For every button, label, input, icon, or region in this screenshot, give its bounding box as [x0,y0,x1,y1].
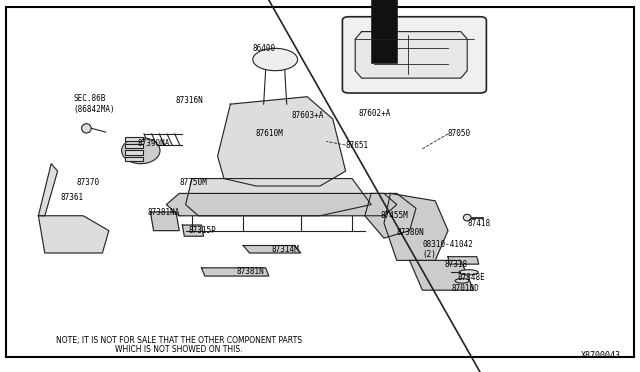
Text: WHICH IS NOT SHOWED ON THIS.: WHICH IS NOT SHOWED ON THIS. [115,345,243,354]
FancyBboxPatch shape [342,17,486,93]
Ellipse shape [82,124,92,133]
Text: NOTE; IT IS NOT FOR SALE THAT THE OTHER COMPONENT PARTS: NOTE; IT IS NOT FOR SALE THAT THE OTHER … [56,336,302,345]
Text: 87455M: 87455M [381,211,408,220]
Polygon shape [384,193,448,260]
Text: 87314M: 87314M [272,245,300,254]
Ellipse shape [253,48,298,71]
Polygon shape [355,32,467,78]
Bar [125,137,143,141]
Text: 87348E: 87348E [458,273,485,282]
Ellipse shape [455,279,469,283]
Polygon shape [448,257,479,264]
Text: 86400: 86400 [253,44,276,53]
Text: 87381NA: 87381NA [147,208,180,217]
Polygon shape [150,212,179,231]
Ellipse shape [122,138,160,164]
Bar [125,150,143,155]
Text: 87418: 87418 [467,219,490,228]
Text: 87381N: 87381N [237,267,264,276]
Polygon shape [202,268,269,276]
Polygon shape [166,193,397,216]
Text: 87316N: 87316N [176,96,204,105]
Text: 87651: 87651 [346,141,369,150]
Ellipse shape [463,214,471,221]
Text: 87602+A: 87602+A [358,109,391,118]
Text: 08310-41042
(2): 08310-41042 (2) [422,240,473,259]
Polygon shape [218,97,346,186]
Polygon shape [243,246,301,253]
Text: 87370: 87370 [77,178,100,187]
Polygon shape [365,193,416,238]
Text: SEC.86B
(86842MA): SEC.86B (86842MA) [74,94,115,114]
Text: 87361: 87361 [61,193,84,202]
Polygon shape [186,179,371,216]
Bar [371,0,397,63]
Text: 87603+A: 87603+A [291,111,324,120]
Bar [125,157,143,161]
Polygon shape [410,260,474,290]
Text: 87390NA: 87390NA [138,139,170,148]
Polygon shape [38,164,58,216]
Polygon shape [182,225,204,236]
Text: 87315P: 87315P [189,226,216,235]
Bar [125,144,143,148]
Ellipse shape [459,270,478,275]
Text: 87750M: 87750M [179,178,207,187]
Text: 87318: 87318 [445,260,468,269]
Text: 87010D: 87010D [451,284,479,293]
Text: 87050: 87050 [448,129,471,138]
Text: 87380N: 87380N [397,228,424,237]
Text: 87610M: 87610M [256,129,284,138]
Text: X8700043: X8700043 [581,351,621,360]
Polygon shape [38,216,109,253]
